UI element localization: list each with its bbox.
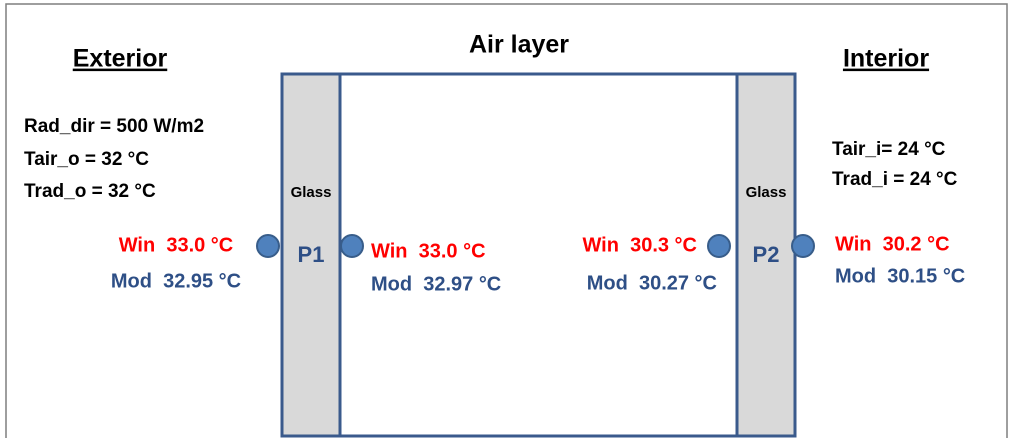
glass-pane [735,72,797,438]
mod-reading: Mod 32.97 °C [371,273,501,295]
mod-reading: Mod 30.15 °C [835,265,965,287]
pane-label: P2 [753,242,780,267]
pane-label: P1 [298,242,325,267]
glass-label: Glass [291,184,332,201]
win-reading: Win 33.0 °C [371,240,486,262]
glass-pane [280,72,342,438]
param: Trad_o = 32 °C [24,181,156,202]
probe [256,234,280,258]
probe [340,234,364,258]
win-reading: Win 33.0 °C [119,234,234,256]
win-reading: Win 30.3 °C [582,234,697,256]
heading: Exterior [73,45,168,73]
mod-reading: Mod 30.27 °C [587,272,717,294]
win-reading: Win 30.2 °C [835,233,950,255]
glass-label: Glass [746,184,787,201]
air-layer-box [280,72,797,438]
frame [5,3,1008,438]
param: Rad_dir = 500 W/m2 [24,116,204,137]
mod-reading: Mod 32.95 °C [111,270,241,292]
param: Tair_o = 32 °C [24,149,149,170]
param: Trad_i = 24 °C [832,169,958,190]
param: Tair_i= 24 °C [832,139,946,160]
heading: Interior [843,45,929,73]
heading: Air layer [469,31,569,59]
probe [791,234,815,258]
probe [707,234,731,258]
